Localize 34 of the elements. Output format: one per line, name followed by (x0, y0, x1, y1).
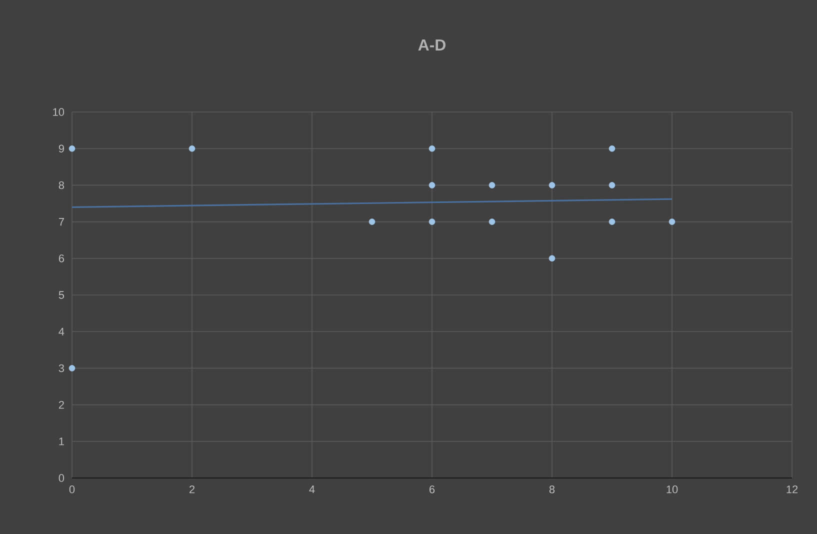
point (608, 145, 616, 152)
y-tick-label: 9 (58, 144, 64, 152)
y-tick-label: 10 (53, 108, 64, 116)
y-tick-label: 8 (58, 181, 64, 190)
y-tick-label: 4 (58, 328, 64, 336)
x-tick-label: 4 (309, 486, 315, 494)
x-tick-label: 0 (69, 486, 75, 494)
point (68, 365, 76, 372)
point (488, 218, 496, 225)
point (188, 145, 196, 152)
point (608, 218, 616, 225)
point (488, 182, 496, 188)
y-tick-label: 7 (58, 218, 64, 226)
point (428, 182, 436, 188)
y-tick-label: 6 (58, 254, 64, 262)
y-tick-label: 3 (58, 364, 64, 372)
point (548, 255, 556, 262)
x-tick-label: 12 (786, 486, 798, 494)
chart-title: A-D (418, 40, 446, 50)
point (428, 145, 436, 152)
point (548, 182, 556, 188)
y-tick-label: 5 (58, 291, 64, 299)
x-tick-label: 10 (666, 486, 678, 494)
point (368, 218, 376, 225)
y-tick-label: 1 (59, 438, 64, 446)
point (428, 218, 436, 225)
y-tick-label: 0 (58, 474, 64, 482)
point (68, 145, 76, 152)
x-tick-label: 6 (430, 486, 435, 494)
y-tick-label: 2 (58, 400, 64, 409)
point (608, 182, 616, 188)
x-tick-label: 8 (549, 486, 555, 494)
point (668, 218, 676, 225)
x-tick-label: 2 (190, 486, 194, 494)
